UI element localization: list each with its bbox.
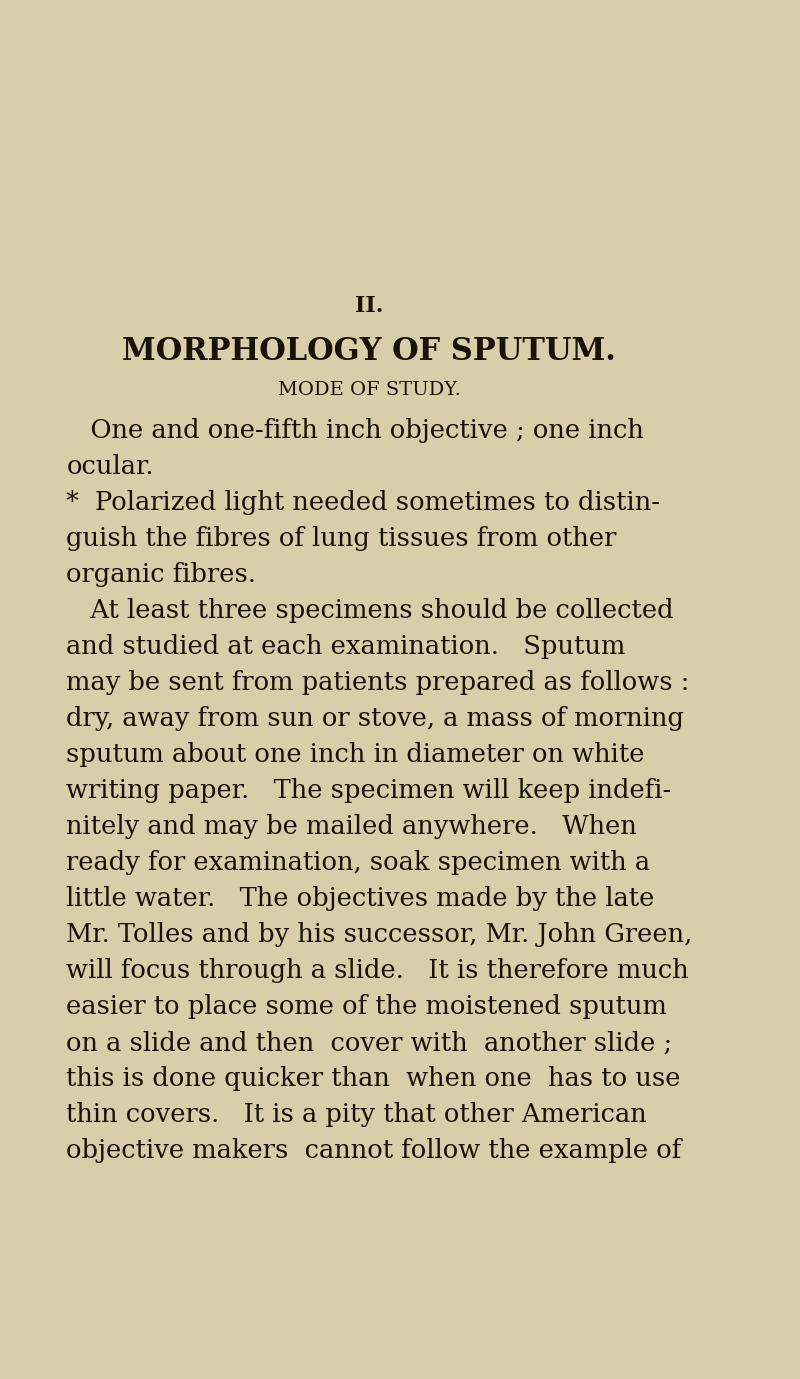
Text: MORPHOLOGY OF SPUTUM.: MORPHOLOGY OF SPUTUM.	[122, 336, 616, 367]
Text: MODE OF STUDY.: MODE OF STUDY.	[278, 382, 461, 400]
Text: One and one-fifth inch objective ; one inch
ocular.
*  Polarized light needed so: One and one-fifth inch objective ; one i…	[66, 418, 693, 1164]
Text: II.: II.	[354, 295, 383, 317]
